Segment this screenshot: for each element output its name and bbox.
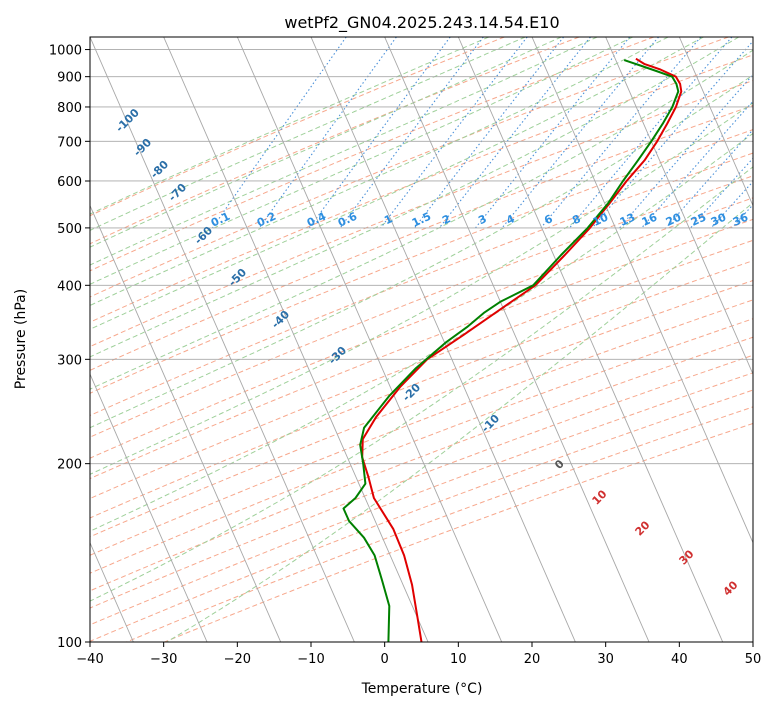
y-axis-title: Pressure (hPa) xyxy=(13,289,29,389)
y-tick-label: 400 xyxy=(57,279,82,294)
isotherm-line xyxy=(90,373,208,642)
chart-title: wetPf2_GN04.2025.243.14.54.E10 xyxy=(284,13,559,33)
isotherm-line xyxy=(678,37,753,207)
mixing-ratio-label: 16 xyxy=(640,210,660,228)
moist-adiabat-line xyxy=(90,37,562,248)
x-tick-label: 0 xyxy=(381,652,389,667)
mixing-ratio-line xyxy=(619,73,753,229)
moist-adiabat-line xyxy=(90,37,740,358)
mixing-ratio-line xyxy=(690,157,753,229)
mixing-ratio-label: 36 xyxy=(731,210,751,228)
isotherm-line xyxy=(0,37,60,642)
dry-adiabat-line xyxy=(90,104,753,371)
dry-adiabat-line xyxy=(90,152,753,417)
dry-adiabat-line xyxy=(164,422,753,642)
moist-adiabat-line xyxy=(90,37,704,330)
isotherm-line xyxy=(605,37,753,376)
mixing-ratio-line xyxy=(710,180,753,229)
mixing-ratio-label: 13 xyxy=(618,211,637,229)
dry-adiabat-line xyxy=(90,54,753,323)
dry-adiabat-line xyxy=(90,80,753,348)
y-tick-label: 800 xyxy=(57,101,82,116)
isotherm-line xyxy=(384,37,650,642)
mixing-ratio-label: 10 xyxy=(591,210,611,228)
moist-adiabat-line xyxy=(90,37,633,285)
x-tick-label: 40 xyxy=(671,652,688,667)
dry-adiabat-line xyxy=(90,389,753,642)
y-tick-label: 200 xyxy=(57,458,82,473)
isotherm-line xyxy=(163,37,429,642)
dewpoint-profile-line xyxy=(342,59,680,642)
mixing-ratio-line xyxy=(540,37,702,229)
dry-adiabat-line xyxy=(90,239,753,500)
dry-adiabat-line xyxy=(90,129,753,394)
temperature-profile-line xyxy=(361,57,683,642)
mixing-ratio-line xyxy=(641,100,753,229)
dry-adiabat-line xyxy=(90,318,753,574)
isotherm-line xyxy=(310,37,576,642)
mixing-ratio-line xyxy=(212,37,347,229)
y-tick-label: 300 xyxy=(57,353,82,368)
isotherm-line xyxy=(531,37,753,544)
mixing-ratio-line xyxy=(438,37,591,229)
isotherm-line xyxy=(457,37,724,642)
y-tick-label: 500 xyxy=(57,222,82,237)
y-tick-label: 100 xyxy=(57,636,82,651)
dry-adiabat-line xyxy=(90,197,753,459)
dry-adiabat-line xyxy=(90,372,753,626)
dry-adiabat-line xyxy=(126,406,753,642)
isotherm-line xyxy=(236,37,503,642)
plot-frame xyxy=(89,36,754,643)
isotherm-line xyxy=(90,37,355,642)
y-tick-label: 1000 xyxy=(49,44,82,59)
isotherm-line xyxy=(90,204,282,642)
moist-adiabat-line xyxy=(90,74,753,429)
moist-adiabat-line xyxy=(90,49,753,390)
x-tick-label: 20 xyxy=(524,652,541,667)
dry-adiabat-line xyxy=(90,37,654,272)
dry-adiabat-line xyxy=(90,299,753,556)
mixing-ratio-label: 25 xyxy=(689,211,708,229)
isotherm-line xyxy=(752,37,753,39)
moist-adiabat-line xyxy=(90,37,669,307)
mixing-ratio-label: 20 xyxy=(664,210,684,228)
x-tick-label: 30 xyxy=(597,652,614,667)
y-tick-label: 600 xyxy=(57,175,82,190)
moist-adiabat-line xyxy=(90,166,753,602)
x-tick-label: 50 xyxy=(745,652,762,667)
plot-area: -100-90-80-70-60-50-40-30-20-100.1 0.2 0.4… xyxy=(0,37,753,642)
x-tick-label: −40 xyxy=(76,652,103,667)
x-tick-label: −20 xyxy=(224,652,251,667)
mixing-ratio-line xyxy=(258,37,397,229)
mixing-ratio-line xyxy=(308,37,451,229)
x-tick-label: 10 xyxy=(450,652,467,667)
y-tick-label: 900 xyxy=(57,71,82,86)
x-axis-title: Temperature (°C) xyxy=(361,681,483,697)
x-tick-label: −30 xyxy=(150,652,177,667)
x-tick-label: −10 xyxy=(297,652,324,667)
mixing-ratio-line xyxy=(339,37,484,229)
y-tick-label: 700 xyxy=(57,135,82,150)
mixing-ratio-label: 30 xyxy=(709,210,729,228)
